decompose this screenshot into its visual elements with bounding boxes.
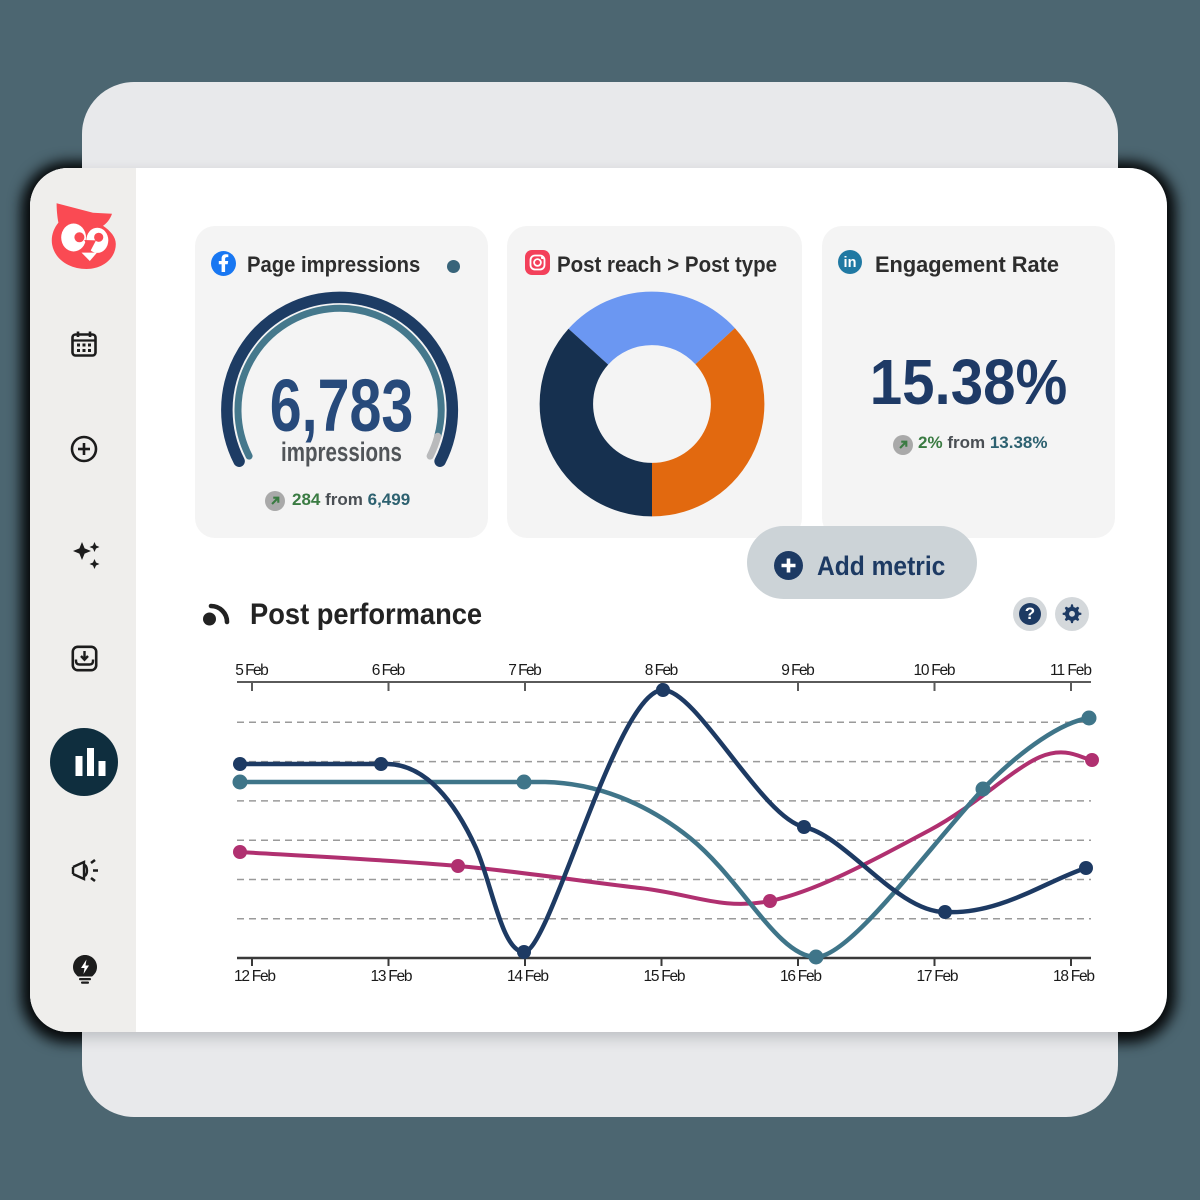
svg-text:6 Feb: 6 Feb — [372, 662, 406, 679]
svg-text:5 Feb: 5 Feb — [235, 662, 269, 679]
svg-text:12 Feb: 12 Feb — [234, 968, 276, 985]
svg-text:14 Feb: 14 Feb — [507, 968, 549, 985]
svg-text:9 Feb: 9 Feb — [781, 662, 815, 679]
svg-text:13 Feb: 13 Feb — [371, 968, 413, 985]
svg-text:8 Feb: 8 Feb — [645, 662, 679, 679]
svg-text:7 Feb: 7 Feb — [508, 662, 542, 679]
svg-text:18 Feb: 18 Feb — [1053, 968, 1095, 985]
svg-text:15 Feb: 15 Feb — [644, 968, 686, 985]
svg-text:10 Feb: 10 Feb — [914, 662, 956, 679]
svg-text:16 Feb: 16 Feb — [780, 968, 822, 985]
svg-text:11 Feb: 11 Feb — [1050, 662, 1092, 679]
svg-text:17 Feb: 17 Feb — [917, 968, 959, 985]
svg-text:in: in — [844, 255, 857, 271]
